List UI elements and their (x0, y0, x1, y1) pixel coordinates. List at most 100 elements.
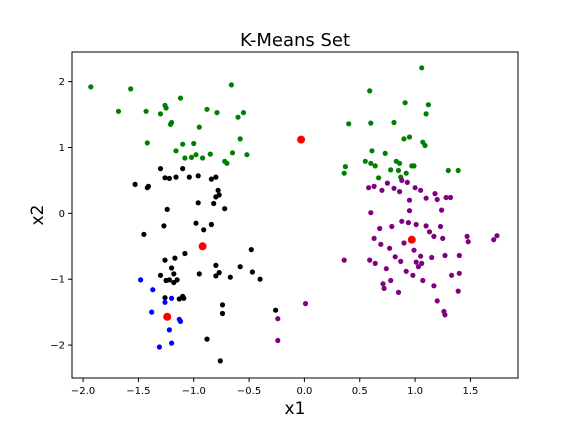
data-point (157, 272, 164, 278)
data-point (275, 316, 281, 322)
data-point (442, 312, 448, 318)
data-point (219, 310, 226, 317)
data-point (455, 288, 461, 294)
data-point (248, 247, 254, 253)
data-point (169, 340, 175, 346)
data-point (376, 175, 382, 181)
data-point (442, 252, 448, 259)
data-point (115, 108, 122, 114)
data-point (342, 164, 348, 170)
data-point (395, 167, 402, 174)
data-point (166, 175, 172, 181)
data-point (249, 269, 255, 275)
data-point (420, 277, 426, 284)
data-point (398, 258, 404, 264)
data-point (177, 95, 184, 101)
data-point (166, 277, 172, 283)
data-point (399, 177, 405, 183)
data-point (186, 174, 192, 180)
data-point (372, 260, 378, 266)
data-point (196, 124, 202, 130)
data-point (162, 299, 168, 305)
y-tick-label: −2 (50, 341, 65, 352)
data-point (128, 86, 134, 92)
data-point (368, 210, 374, 216)
data-point (388, 167, 394, 173)
data-point (240, 110, 247, 116)
data-point (411, 247, 417, 253)
data-point (132, 181, 138, 187)
chart-title: K-Means Set (240, 30, 350, 51)
data-point (449, 272, 455, 278)
data-point (368, 160, 374, 166)
data-point (455, 167, 461, 174)
data-point (177, 318, 184, 324)
data-point (382, 150, 388, 156)
data-point (180, 141, 186, 147)
data-point (392, 254, 398, 260)
data-point (229, 150, 236, 156)
data-point (191, 140, 197, 147)
y-tick-label: −1 (50, 275, 65, 286)
data-point (169, 295, 175, 301)
data-point (423, 223, 429, 229)
data-point (150, 287, 156, 293)
data-point (415, 264, 421, 270)
x-tick-label: 0.0 (296, 386, 312, 397)
centroid-point (297, 135, 306, 144)
data-point (157, 111, 164, 117)
data-point (182, 250, 188, 257)
data-point (456, 270, 462, 276)
data-point (346, 121, 352, 127)
data-point (387, 245, 393, 251)
x-tick-label: −1.5 (126, 386, 150, 397)
data-point (425, 102, 431, 108)
data-point (431, 233, 437, 239)
data-point (413, 221, 419, 228)
y-tick-label: 2 (59, 77, 65, 88)
data-point (412, 185, 418, 191)
data-point (423, 195, 429, 201)
data-point (371, 183, 377, 189)
x-tick-label: −1.0 (182, 386, 206, 397)
data-point (384, 180, 390, 186)
plot-points (88, 65, 500, 364)
data-point (397, 160, 403, 166)
data-point (162, 175, 168, 181)
data-point (381, 285, 387, 291)
data-point (207, 151, 213, 157)
data-point (237, 136, 243, 142)
data-point (224, 160, 230, 166)
data-point (372, 163, 378, 169)
data-point (215, 187, 221, 193)
data-point (161, 223, 167, 229)
data-point (406, 208, 413, 214)
data-point (369, 148, 375, 154)
data-point (157, 166, 164, 172)
data-point (180, 166, 186, 172)
data-point (204, 106, 210, 112)
data-point (201, 227, 207, 233)
x-tick-label: 0.5 (352, 386, 368, 397)
data-point (399, 218, 405, 224)
data-point (228, 82, 234, 88)
data-point (445, 167, 451, 174)
data-point (440, 235, 446, 241)
data-point (88, 84, 94, 90)
data-point (172, 255, 178, 261)
x-tick-label: 1.0 (407, 386, 423, 397)
data-point (208, 176, 214, 182)
data-point (162, 257, 168, 263)
x-tick-label: −2.0 (71, 386, 95, 397)
centroid-point (407, 235, 416, 244)
data-point (237, 264, 243, 270)
data-point (196, 271, 202, 277)
data-point (213, 273, 219, 279)
x-tick-label: 1.5 (462, 386, 478, 397)
x-axis-ticks: −2.0 −1.5 −1.0 −0.5 0.0 0.5 1.0 1.5 (71, 378, 478, 397)
data-point (208, 221, 214, 228)
data-point (379, 187, 385, 193)
data-point (402, 100, 408, 106)
data-point (401, 136, 407, 142)
